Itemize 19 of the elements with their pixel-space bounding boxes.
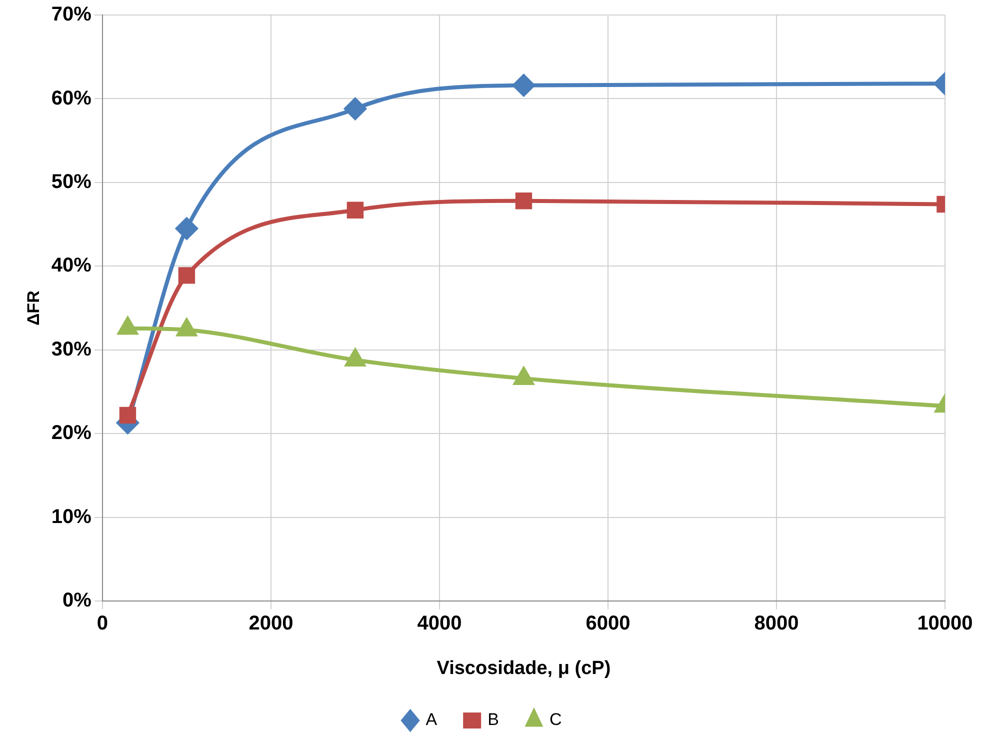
x-tick-label: 8000 (754, 612, 799, 635)
x-tick-label: 6000 (586, 612, 630, 635)
x-tick-label: 4000 (417, 612, 462, 635)
y-tick-label: 60% (51, 87, 92, 110)
y-tick-label: 10% (51, 506, 92, 528)
y-tick-label: 50% (51, 171, 92, 193)
y-tick-label: 70% (51, 4, 92, 26)
legend-label: C (549, 710, 562, 730)
x-tick-label: 10000 (917, 612, 973, 635)
y-tick-label: 20% (51, 422, 92, 444)
y-tick-label: 40% (51, 254, 92, 277)
x-tick-label: 2000 (248, 612, 294, 635)
y-tick-label: 30% (51, 338, 92, 360)
y-tick-label: 0% (62, 590, 92, 612)
x-axis-title: Viscosidade, μ (cP) (436, 658, 611, 679)
x-tick-label: 0 (96, 612, 108, 635)
legend-label: B (488, 710, 499, 730)
legend-label: A (426, 710, 438, 730)
y-axis-title: ΔFR (24, 290, 43, 326)
